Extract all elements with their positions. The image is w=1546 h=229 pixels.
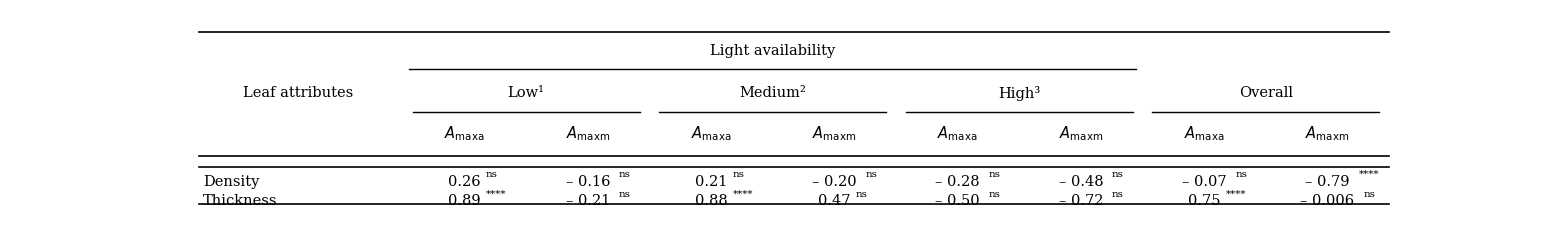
Text: ns: ns [1112,169,1124,178]
Text: ns: ns [1112,189,1124,198]
Text: – 0.07: – 0.07 [1181,174,1226,188]
Text: $\mathit{A}_{\mathrm{maxm}}$: $\mathit{A}_{\mathrm{maxm}}$ [1305,124,1350,143]
Text: – 0.72: – 0.72 [1059,193,1104,207]
Text: – 0.16: – 0.16 [566,174,611,188]
Text: $\mathit{A}_{\mathrm{maxm}}$: $\mathit{A}_{\mathrm{maxm}}$ [812,124,856,143]
Text: ns: ns [1364,189,1376,198]
Text: 0.26: 0.26 [448,174,481,188]
Text: Thickness: Thickness [203,193,277,207]
Text: High³: High³ [999,85,1040,100]
Text: $\mathit{A}_{\mathrm{maxa}}$: $\mathit{A}_{\mathrm{maxa}}$ [937,124,977,143]
Text: $\mathit{A}_{\mathrm{maxa}}$: $\mathit{A}_{\mathrm{maxa}}$ [444,124,485,143]
Text: – 0.48: – 0.48 [1059,174,1104,188]
Text: ns: ns [866,169,878,178]
Text: – 0.79: – 0.79 [1305,174,1350,188]
Text: ns: ns [856,189,867,198]
Text: $\mathit{A}_{\mathrm{maxm}}$: $\mathit{A}_{\mathrm{maxm}}$ [1059,124,1102,143]
Text: – 0.20: – 0.20 [812,174,856,188]
Text: Medium²: Medium² [739,86,805,100]
Text: ns: ns [485,169,498,178]
Text: – 0.21: – 0.21 [566,193,611,207]
Text: 0.47: 0.47 [818,193,850,207]
Text: 0.89: 0.89 [448,193,481,207]
Text: ****: **** [733,189,753,198]
Text: ns: ns [618,169,631,178]
Text: $\mathit{A}_{\mathrm{maxa}}$: $\mathit{A}_{\mathrm{maxa}}$ [1184,124,1224,143]
Text: ns: ns [733,169,745,178]
Text: Leaf attributes: Leaf attributes [243,86,352,100]
Text: ns: ns [989,189,1000,198]
Text: ****: **** [1359,169,1379,178]
Text: Density: Density [203,174,260,188]
Text: 0.88: 0.88 [694,193,728,207]
Text: $\mathit{A}_{\mathrm{maxm}}$: $\mathit{A}_{\mathrm{maxm}}$ [566,124,611,143]
Text: ns: ns [618,189,631,198]
Text: – 0.28: – 0.28 [935,174,980,188]
Text: $\mathit{A}_{\mathrm{maxa}}$: $\mathit{A}_{\mathrm{maxa}}$ [691,124,731,143]
Text: Light availability: Light availability [710,44,835,57]
Text: – 0.006: – 0.006 [1300,193,1354,207]
Text: ****: **** [1226,189,1246,198]
Text: – 0.50: – 0.50 [935,193,980,207]
Text: ****: **** [485,189,507,198]
Text: Overall: Overall [1238,86,1292,100]
Text: ns: ns [1235,169,1248,178]
Text: 0.21: 0.21 [694,174,727,188]
Text: Low¹: Low¹ [507,86,544,100]
Text: ns: ns [989,169,1000,178]
Text: 0.75: 0.75 [1187,193,1220,207]
